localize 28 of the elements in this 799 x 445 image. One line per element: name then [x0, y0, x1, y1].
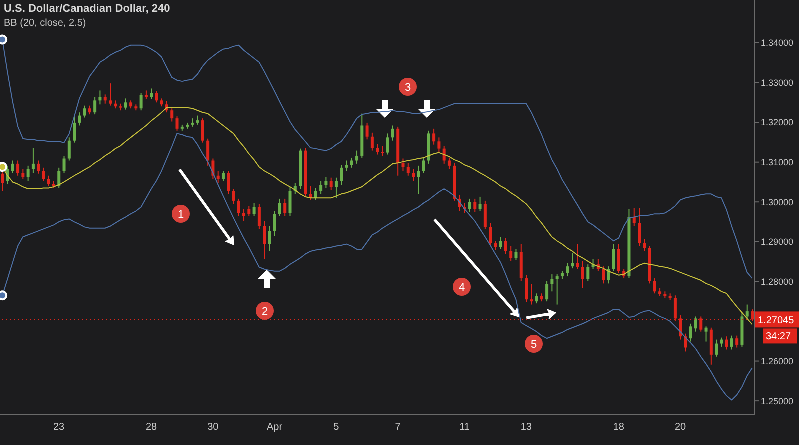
y-tick-label: 1.34000 — [761, 38, 794, 48]
y-tick-label: 1.28000 — [761, 276, 794, 287]
text: BB (20, close, 2.5) — [4, 18, 86, 29]
y-tick-label: 1.32000 — [761, 118, 794, 128]
annotation: 4 — [458, 282, 466, 294]
x-tick-label: 18 — [613, 422, 625, 434]
y-tick-label: 1.26000 — [761, 356, 794, 366]
ref-line-label: 1.27045 — [758, 316, 795, 327]
x-tick-label: 5 — [334, 422, 340, 434]
x-tick-label: 7 — [395, 422, 402, 434]
chart-title: U.S. Dollar/Canadian Dollar, 240 — [4, 3, 170, 15]
x-tick-label: 30 — [208, 422, 220, 434]
annotation: 3 — [404, 82, 412, 94]
x-tick-label: 23 — [54, 422, 66, 434]
y-tick-label: 1.25000 — [761, 396, 794, 406]
x-tick-label: Apr — [267, 422, 284, 434]
x-tick-label: 13 — [520, 422, 532, 434]
annotation: 1 — [178, 209, 184, 221]
annotation: 2 — [262, 306, 268, 318]
text: 34:27 — [766, 332, 792, 343]
annotation: 5 — [530, 339, 538, 351]
y-tick-label: 1.29000 — [761, 237, 794, 248]
y-tick-label: 1.30000 — [761, 197, 794, 208]
x-tick-label: 28 — [146, 422, 158, 434]
y-tick-label: 1.33000 — [761, 78, 794, 88]
x-tick-label: 11 — [460, 422, 470, 434]
y-tick-label: 1.31000 — [761, 158, 794, 168]
x-tick-label: 20 — [674, 422, 687, 434]
